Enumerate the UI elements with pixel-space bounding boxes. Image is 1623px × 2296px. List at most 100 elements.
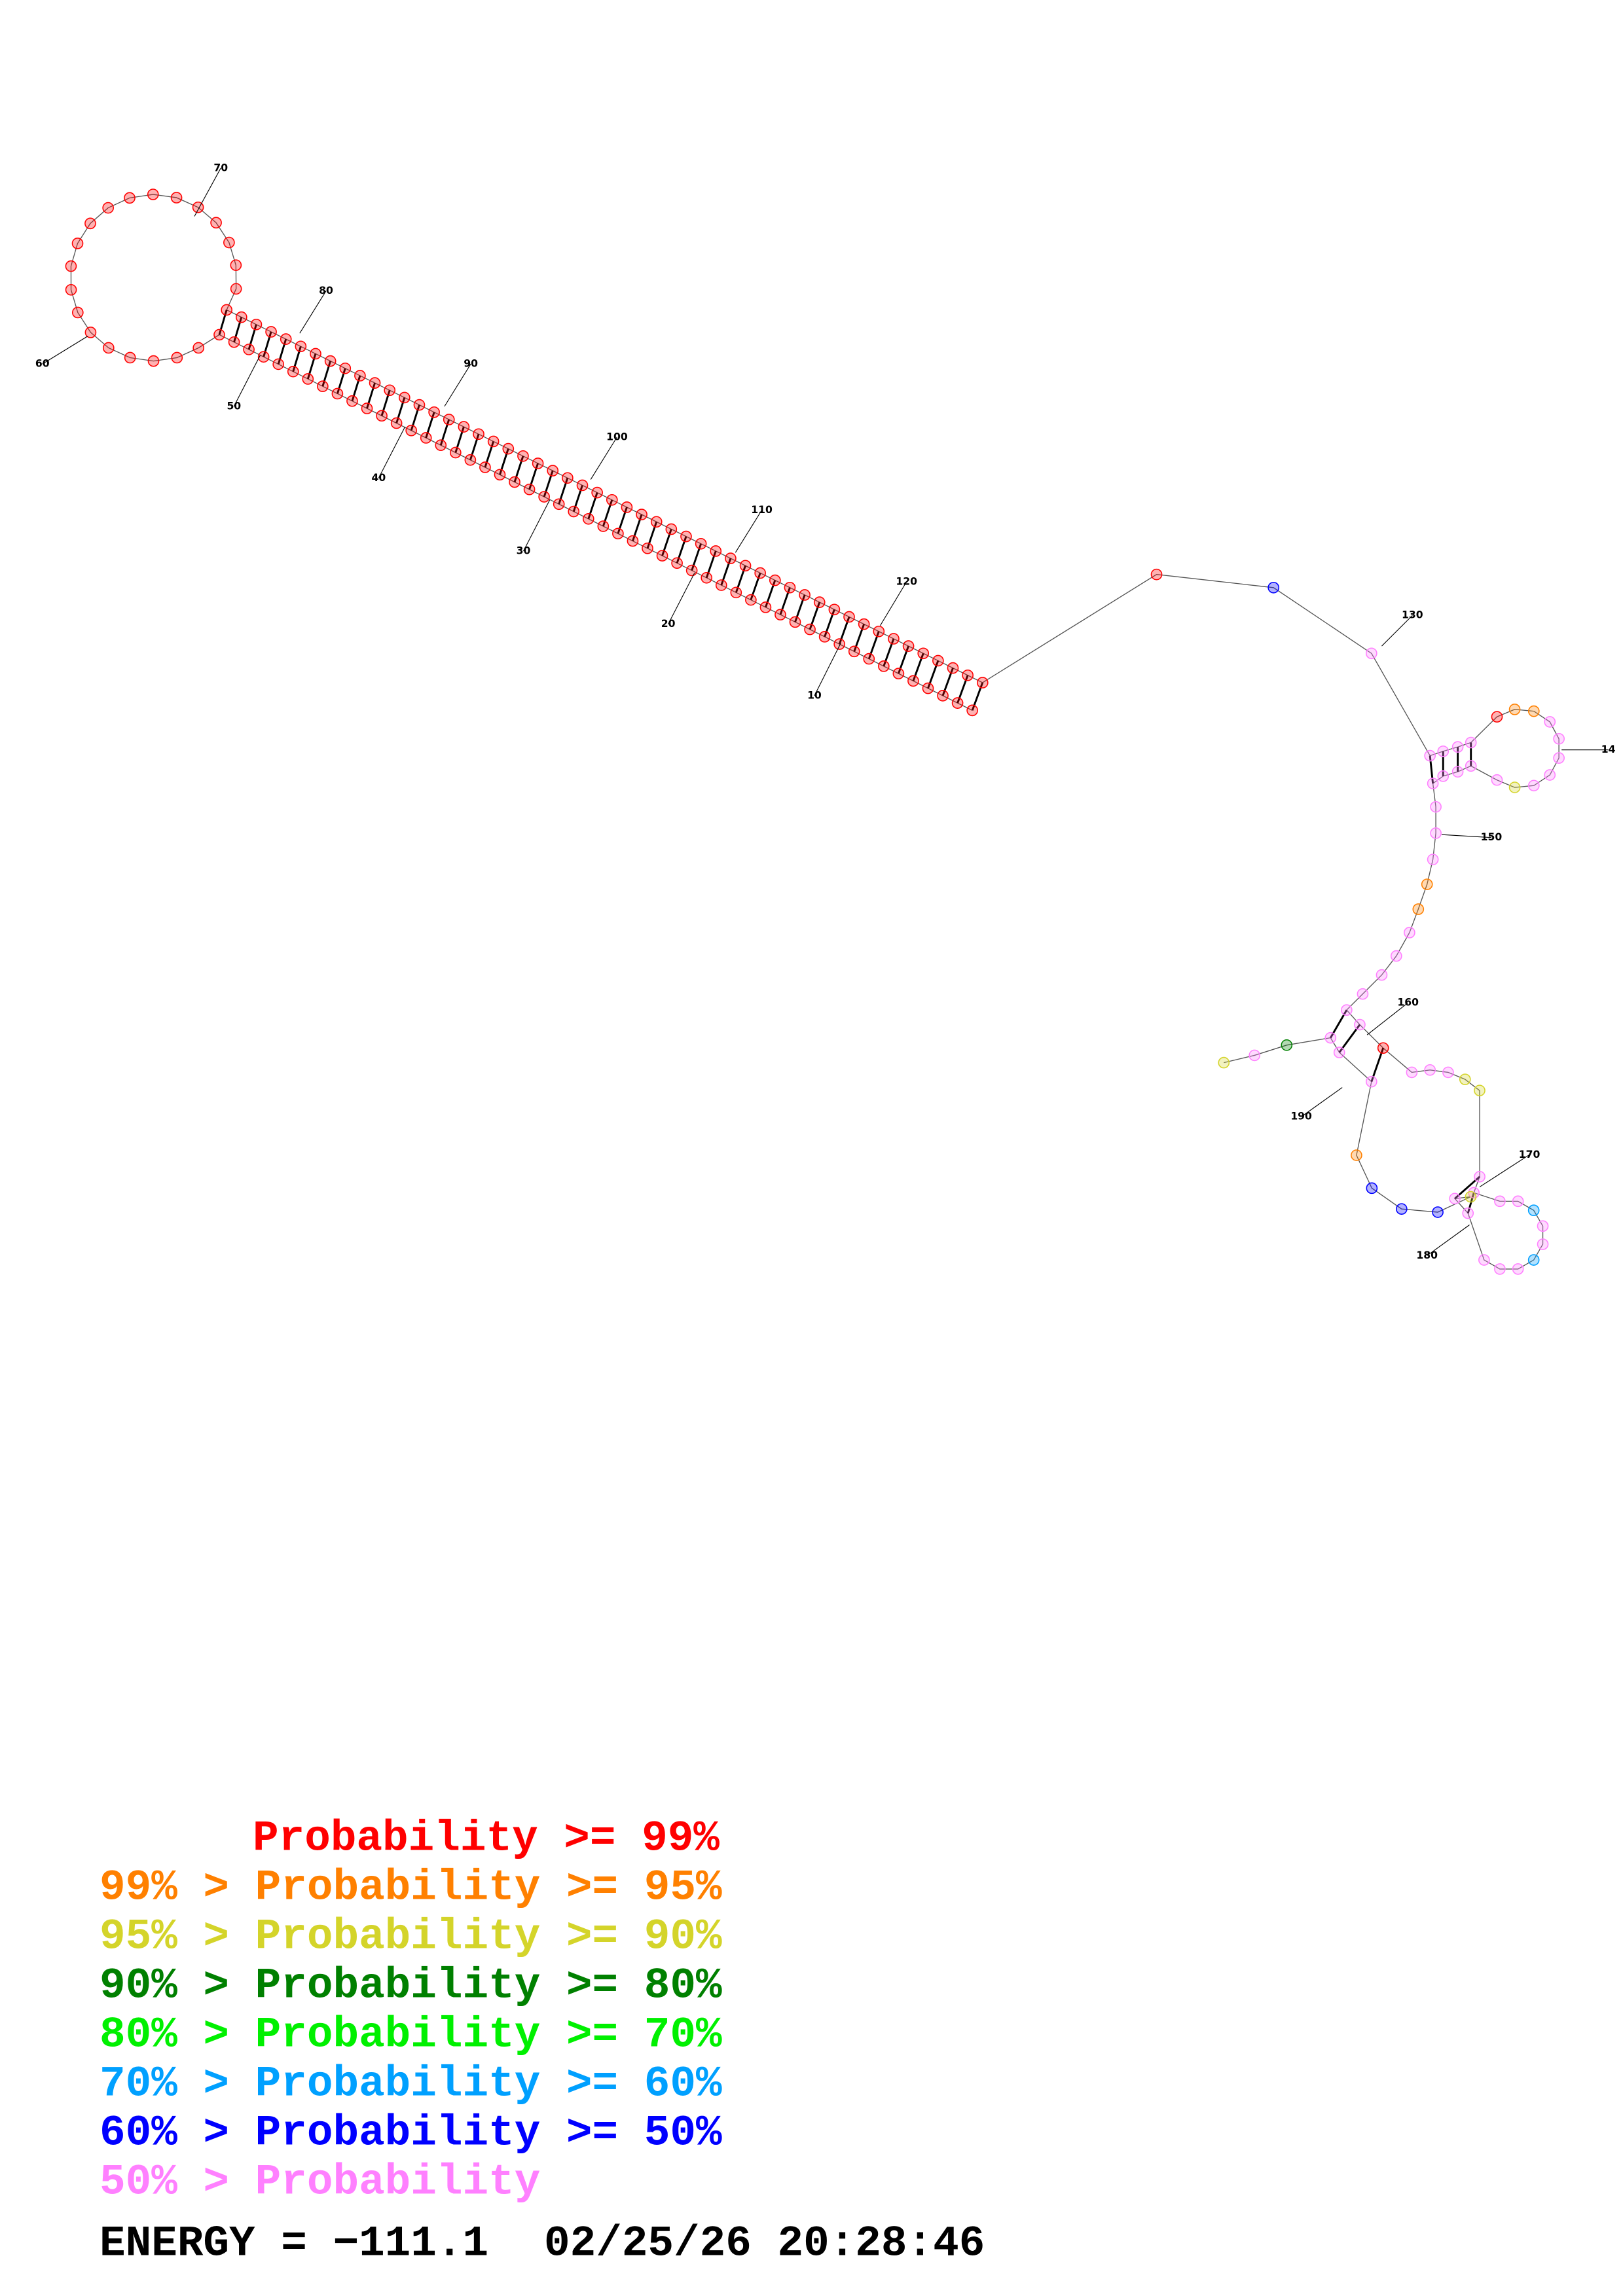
- nucleotide: [695, 537, 707, 550]
- base-pair: [484, 441, 495, 468]
- nucleotide: [932, 655, 944, 667]
- nucleotide: [84, 327, 97, 338]
- nucleotide: [739, 560, 752, 572]
- legend-entry: Probability >= 99%: [253, 1814, 720, 1863]
- base-pair: [1467, 1192, 1475, 1214]
- position-label: 160: [1397, 996, 1419, 1009]
- base-pair: [513, 456, 524, 482]
- nucleotide: [331, 387, 344, 400]
- position-label: 80: [319, 284, 333, 296]
- nucleotide: [813, 596, 826, 608]
- nucleotide: [1281, 1039, 1293, 1051]
- nucleotide: [71, 238, 84, 249]
- base-pair: [218, 310, 228, 335]
- nucleotide: [1449, 1193, 1461, 1205]
- nucleotide: [656, 550, 668, 562]
- position-label: 30: [517, 544, 531, 556]
- nucleotide: [1404, 927, 1415, 939]
- position-leader: [1479, 1154, 1530, 1187]
- nucleotide: [1432, 1206, 1444, 1218]
- base-pair: [735, 565, 746, 593]
- nucleotide: [1357, 988, 1369, 1000]
- base-pair: [321, 361, 332, 387]
- nucleotide: [1366, 647, 1377, 660]
- nucleotide: [606, 493, 618, 506]
- nucleotide: [576, 479, 589, 492]
- nucleotide: [1478, 1254, 1490, 1266]
- nucleotide: [769, 574, 781, 586]
- nucleotide: [1474, 1085, 1486, 1096]
- base-pair: [661, 528, 672, 556]
- position-leader: [1366, 1002, 1409, 1035]
- position-label: 70: [213, 161, 228, 173]
- nucleotide: [966, 704, 978, 717]
- nucleotide: [235, 311, 247, 323]
- nucleotide: [479, 461, 491, 473]
- nucleotide: [1351, 1149, 1362, 1161]
- nucleotide: [1459, 1073, 1471, 1085]
- nucleotide: [917, 647, 930, 660]
- nucleotide: [170, 192, 183, 204]
- base-pair: [499, 448, 509, 475]
- nucleotide: [171, 351, 183, 364]
- nucleotide: [192, 342, 205, 354]
- nucleotide: [1512, 1195, 1524, 1208]
- nucleotide: [907, 675, 919, 687]
- nucleotide: [1527, 705, 1540, 717]
- nucleotide: [250, 318, 263, 331]
- nucleotide: [450, 446, 462, 459]
- base-pair: [528, 463, 539, 490]
- nucleotide: [715, 579, 727, 591]
- nucleotide: [1377, 1042, 1389, 1054]
- timestamp: 02/25/26 20:28:46: [544, 2219, 985, 2268]
- base-pair: [632, 514, 643, 542]
- nucleotide: [1430, 827, 1442, 839]
- energy: ENERGY = −111.1: [100, 2219, 488, 2268]
- position-label: 14: [1601, 743, 1616, 755]
- nucleotide: [413, 399, 426, 411]
- nucleotide: [848, 645, 860, 658]
- rna-structure: 10 20 30 40 50 60 70 80 90 100 110 120 130 14 150 160 17…: [35, 161, 1616, 1275]
- nucleotide: [1267, 581, 1280, 594]
- position-label: 190: [1290, 1110, 1312, 1122]
- nucleotide: [124, 192, 136, 204]
- nucleotide: [390, 417, 403, 429]
- nucleotide: [1437, 770, 1450, 782]
- nucleotide: [553, 498, 565, 511]
- nucleotide: [873, 625, 885, 637]
- base-pair: [558, 477, 569, 505]
- nucleotide: [1512, 1263, 1524, 1275]
- nucleotide: [680, 530, 692, 543]
- nucleotide: [147, 355, 160, 367]
- nucleotide: [473, 428, 484, 440]
- nucleotide: [280, 333, 292, 345]
- base-pair: [765, 580, 776, 608]
- nucleotide: [730, 586, 742, 599]
- nucleotide: [1427, 853, 1439, 866]
- position-leader: [523, 499, 551, 552]
- nucleotide: [458, 421, 470, 433]
- nucleotide: [1424, 1064, 1436, 1076]
- nucleotide: [464, 454, 477, 466]
- nucleotide: [863, 653, 875, 665]
- nucleotide: [976, 677, 989, 689]
- nucleotide: [1218, 1056, 1230, 1069]
- base-pair: [454, 426, 465, 453]
- nucleotide: [1508, 704, 1521, 715]
- base-pair: [366, 382, 376, 409]
- nucleotide: [265, 326, 277, 338]
- nucleotide: [1412, 903, 1425, 915]
- nucleotide: [532, 457, 544, 469]
- nucleotide: [405, 424, 417, 437]
- nucleotide: [833, 638, 845, 650]
- position-label: 50: [227, 399, 241, 412]
- nucleotide: [361, 403, 373, 414]
- nucleotide: [636, 509, 647, 520]
- nucleotide: [685, 564, 698, 577]
- base-pair: [691, 543, 702, 571]
- position-label: 90: [464, 357, 478, 370]
- nucleotide: [1465, 1191, 1477, 1203]
- nucleotide: [754, 567, 767, 579]
- position-label: 150: [1481, 831, 1503, 843]
- nucleotide: [65, 260, 77, 272]
